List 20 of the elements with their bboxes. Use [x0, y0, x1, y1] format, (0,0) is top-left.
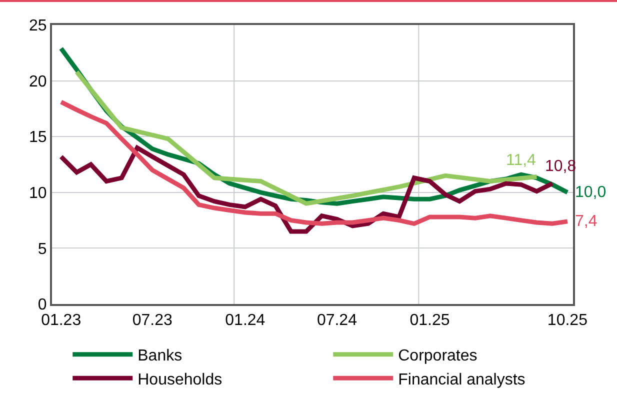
- x-tick-label: 07.23: [132, 312, 172, 330]
- annotation: 10,0: [575, 184, 606, 201]
- x-tick-label: 10.25: [547, 312, 588, 330]
- legend-label: Households: [138, 371, 222, 388]
- annotation: 11,4: [506, 152, 536, 169]
- y-tick-label: 25: [29, 18, 47, 35]
- x-tick-label: 01.25: [410, 312, 450, 330]
- y-tick-label: 5: [38, 240, 47, 258]
- y-tick-label: 20: [29, 73, 47, 90]
- line-series: [74, 70, 539, 206]
- y-tick-label: 15: [29, 129, 47, 146]
- x-tick-label: 01.24: [225, 312, 266, 330]
- legend-label: Banks: [138, 348, 182, 365]
- y-tick-label: 0: [38, 296, 47, 314]
- legend-label: Corporates: [398, 348, 478, 365]
- x-tick-label: 01.23: [41, 312, 82, 330]
- annotation: 7,4: [575, 213, 598, 230]
- legend-label: Financial analysts: [398, 371, 526, 388]
- y-tick-label: 10: [29, 185, 47, 202]
- x-tick-label: 07.24: [316, 312, 358, 330]
